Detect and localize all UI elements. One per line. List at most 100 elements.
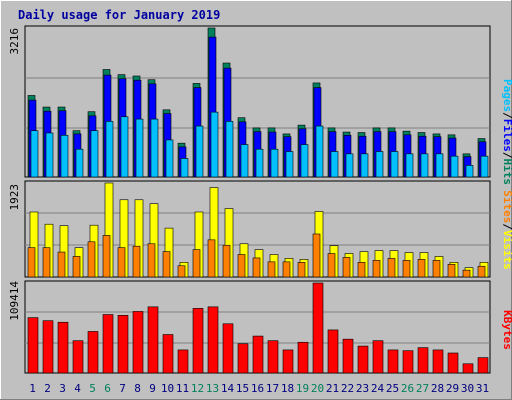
x-label-day-25: 25 [386, 382, 399, 395]
x-axis-day-labels: 1 2 3 4 5 6 7 8 9 10 11 12 13 14 15 16 17 18 19 20 21 22 23 24 2… [29, 382, 489, 395]
x-label-day-16: 16 [251, 382, 264, 395]
sites-bar-1 [27, 247, 36, 278]
panel2-ymax-label: 1923 [8, 184, 21, 211]
kbytes-bar-17 [267, 340, 279, 374]
kbytes-bar-16 [252, 335, 264, 374]
kbytes-bar-8 [132, 311, 144, 374]
kbytes-bar-18 [282, 349, 294, 374]
x-label-day-10: 10 [161, 382, 174, 395]
legend-files: Files [501, 119, 512, 152]
kbytes-bar-31 [477, 357, 489, 374]
x-label-day-7: 7 [119, 382, 126, 395]
legend-sites-visits: Sites/Visits [501, 190, 512, 270]
sites-bar-21 [327, 253, 336, 278]
sites-bar-4 [72, 256, 81, 278]
x-label-day-20: 20 [311, 382, 324, 395]
pages-bar-22 [345, 153, 354, 178]
pages-bar-10 [165, 139, 174, 178]
svg-text:Sites/Visits: Sites/Visits [501, 190, 512, 270]
pages-bar-3 [60, 135, 69, 178]
pages-bar-1 [30, 130, 39, 178]
svg-text:Pages/Files/Hits: Pages/Files/Hits [501, 79, 512, 185]
pages-bar-14 [225, 121, 234, 178]
kbytes-bar-28 [432, 349, 444, 374]
pages-bar-2 [45, 132, 54, 178]
kbytes-bar-10 [162, 334, 174, 374]
x-label-day-6: 6 [104, 382, 111, 395]
legend-sep-3: / [501, 223, 512, 230]
x-label-day-26: 26 [401, 382, 414, 395]
x-label-day-12: 12 [191, 382, 204, 395]
pages-bar-19 [300, 144, 309, 178]
pages-bar-18 [285, 151, 294, 178]
kbytes-bar-27 [417, 347, 429, 374]
sites-bar-8 [132, 245, 141, 278]
kbytes-bar-25 [387, 349, 399, 374]
x-label-day-11: 11 [176, 382, 189, 395]
kbytes-bar-26 [402, 350, 414, 374]
legend-pages: Pages [501, 79, 512, 112]
sites-bar-24 [372, 260, 381, 278]
kbytes-bar-13 [207, 306, 219, 374]
chart-panels [24, 25, 491, 374]
legend-kbytes-wrap: KBytes [501, 310, 512, 350]
pages-bar-30 [465, 165, 474, 178]
sites-bar-16 [252, 257, 261, 278]
sites-bar-13 [207, 239, 216, 278]
pages-bar-24 [375, 151, 384, 178]
pages-bar-12 [195, 125, 204, 178]
legend-visits: Visits [501, 230, 512, 270]
sites-bar-27 [417, 259, 426, 278]
legend-sep-2: / [501, 152, 512, 159]
sites-bar-29 [447, 263, 456, 278]
kbytes-bar-24 [372, 340, 384, 374]
x-label-day-1: 1 [29, 382, 36, 395]
sites-bar-11 [177, 265, 186, 278]
pages-bar-16 [255, 148, 264, 178]
x-label-day-13: 13 [206, 382, 219, 395]
panel3-ymax-label: 109414 [8, 281, 21, 321]
kbytes-bar-7 [117, 315, 129, 374]
sites-bar-10 [162, 251, 171, 278]
kbytes-bar-6 [102, 314, 114, 374]
x-label-day-18: 18 [281, 382, 294, 395]
svg-text:KBytes: KBytes [501, 310, 512, 350]
x-label-day-27: 27 [416, 382, 429, 395]
x-label-day-17: 17 [266, 382, 279, 395]
pages-bar-13 [210, 111, 219, 178]
sites-bar-23 [357, 262, 366, 278]
sites-bar-26 [402, 260, 411, 278]
pages-bar-20 [315, 125, 324, 178]
pages-bar-5 [90, 130, 99, 178]
x-label-day-15: 15 [236, 382, 249, 395]
kbytes-bar-20 [312, 282, 324, 374]
legend-sites: Sites [501, 190, 512, 223]
sites-bar-19 [297, 262, 306, 278]
chart-title: Daily usage for January 2019 [18, 8, 220, 22]
x-label-day-30: 30 [461, 382, 474, 395]
x-label-day-29: 29 [446, 382, 459, 395]
kbytes-bar-9 [147, 306, 159, 374]
x-label-day-23: 23 [356, 382, 369, 395]
sites-bar-18 [282, 261, 291, 278]
sites-bar-25 [387, 258, 396, 278]
pages-bar-7 [120, 116, 129, 178]
pages-bar-25 [390, 151, 399, 178]
kbytes-bar-14 [222, 323, 234, 374]
x-label-day-22: 22 [341, 382, 354, 395]
x-label-day-19: 19 [296, 382, 309, 395]
x-label-day-9: 9 [149, 382, 156, 395]
pages-bar-17 [270, 148, 279, 178]
kbytes-bar-15 [237, 343, 249, 374]
kbytes-bar-11 [177, 349, 189, 374]
kbytes-bar-21 [327, 329, 339, 374]
kbytes-bar-12 [192, 308, 204, 374]
sites-bar-2 [42, 247, 51, 278]
sites-bar-6 [102, 235, 111, 278]
x-label-day-21: 21 [326, 382, 339, 395]
x-label-day-8: 8 [134, 382, 141, 395]
pages-bar-28 [435, 153, 444, 178]
legend-kbytes: KBytes [501, 310, 512, 350]
sites-bar-28 [432, 260, 441, 278]
sites-bar-14 [222, 244, 231, 278]
